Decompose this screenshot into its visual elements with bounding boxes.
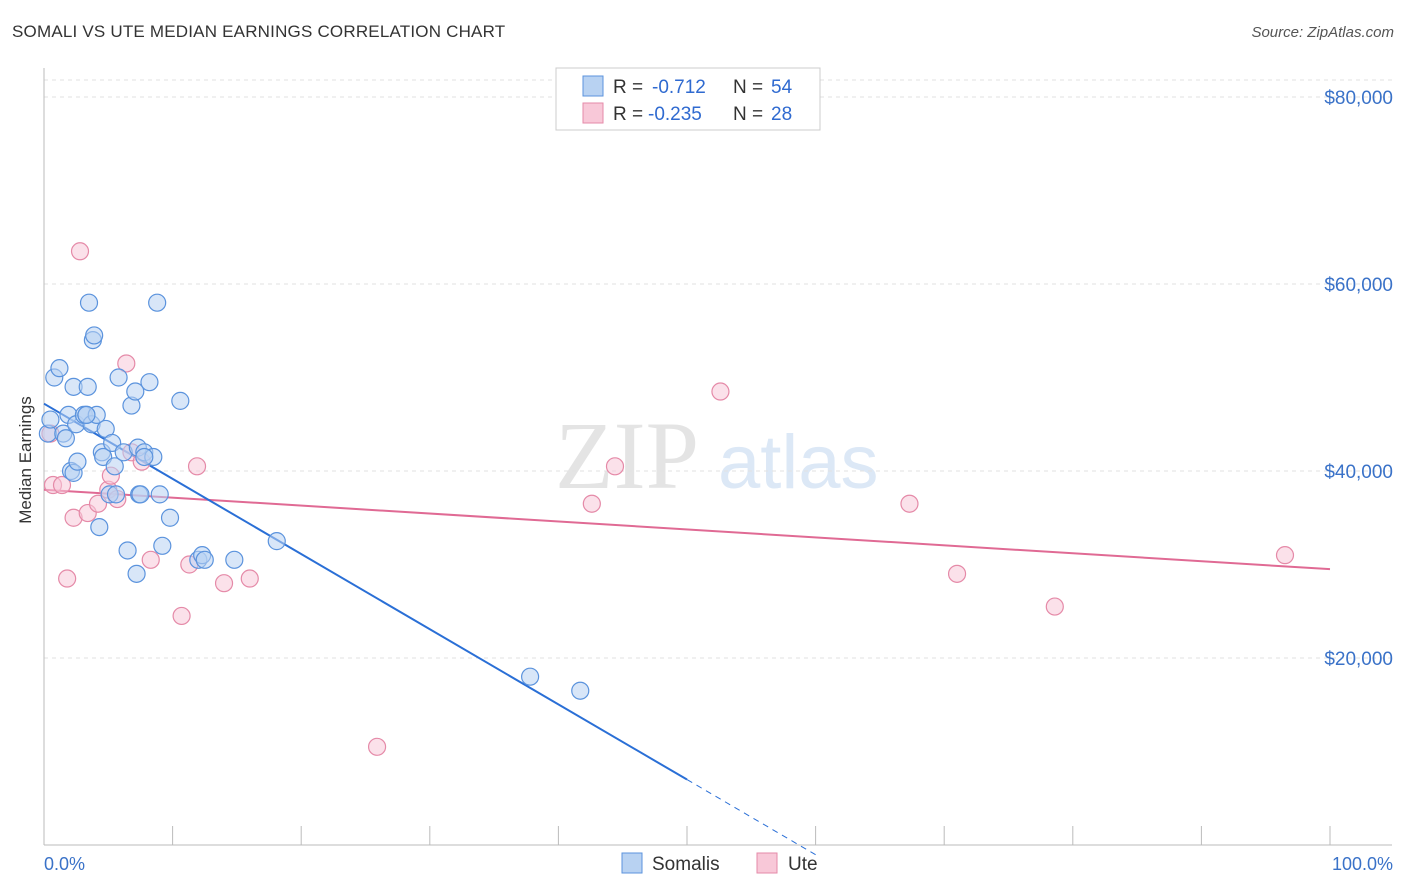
trend-line-ute [43,488,1331,571]
point-somalis-15 [79,293,99,312]
point-ute-14 [141,550,160,569]
stats-box: R = -0.712 N = 54 R = -0.235 N = 28 [555,67,821,131]
stats-r-value-somalis: -0.712 [652,77,706,98]
point-somalis-11 [68,452,87,471]
legend-swatch-ute[interactable] [756,852,778,874]
point-somalis-27 [106,485,126,504]
point-somalis-14 [78,377,97,396]
point-ute-20 [367,737,387,756]
point-ute-17 [187,457,207,476]
point-ute-11 [117,354,136,373]
point-somalis-32 [126,382,145,401]
point-somalis-42 [153,536,172,555]
point-somalis-40 [148,293,167,312]
point-ute-27 [1275,546,1295,565]
point-ute-15 [172,606,191,626]
point-somalis-48 [225,550,244,569]
point-ute-19 [240,569,259,588]
point-somalis-3 [50,359,69,378]
point-somalis-5 [56,429,75,448]
y-tick-label-2: $60,000 [1324,275,1393,296]
legend-swatch-somalis[interactable] [621,852,643,874]
stats-n-value-somalis: 54 [771,77,793,98]
x-tick-label-0: 0.0% [44,854,85,874]
legend: Somalis Ute [621,852,818,875]
point-somalis-30 [118,541,137,560]
point-ute-5 [70,242,90,261]
stats-n-label-ute: N = [733,104,763,125]
x-tick-label-1: 100.0% [1332,854,1393,874]
point-somalis-41 [150,485,169,504]
x-tick-labels: 0.0% 100.0% [44,854,1393,874]
stats-n-value-ute: 28 [771,104,792,125]
point-ute-26 [1045,597,1064,616]
y-tick-label-1: $40,000 [1324,462,1393,483]
y-tick-label-3: $80,000 [1324,88,1393,109]
point-somalis-20 [90,517,109,537]
point-ute-3 [58,569,77,588]
stats-n-label-somalis: N = [733,77,763,98]
point-ute-23 [711,382,730,401]
point-ute-21 [582,494,601,513]
stats-r-value-ute: -0.235 [648,104,702,125]
point-somalis-49 [267,532,286,551]
point-somalis-33 [127,564,146,583]
legend-label-somalis[interactable]: Somalis [652,854,720,875]
point-somalis-1 [41,410,60,429]
point-somalis-38 [140,373,159,392]
point-somalis-47 [195,550,214,569]
y-tick-label-0: $20,000 [1324,649,1393,670]
point-somalis-26 [105,457,124,476]
point-ute-22 [605,457,625,476]
source-label: Source: ZipAtlas.com [1251,24,1394,41]
point-ute-25 [947,564,967,583]
point-somalis-44 [171,391,190,410]
stats-swatch-somalis [582,75,604,97]
stats-swatch-ute [582,102,604,124]
point-somalis-28 [109,368,128,387]
legend-label-ute[interactable]: Ute [788,854,818,875]
trend-line-somalis [43,402,688,781]
trend-line-somalis-extension [686,779,816,856]
point-ute-2 [52,475,72,495]
point-somalis-36 [131,485,150,504]
watermark: ZIP atlas [555,402,879,509]
point-somalis-18 [85,326,104,345]
point-somalis-50 [521,667,540,686]
axes [43,68,1392,846]
data-points [38,242,1295,756]
watermark-atlas: atlas [718,420,879,505]
point-ute-24 [900,494,919,513]
point-somalis-52 [135,447,154,467]
watermark-zip: ZIP [555,402,699,509]
point-somalis-43 [160,508,180,527]
point-somalis-53 [77,405,96,424]
y-tick-labels: $20,000 $40,000 $60,000 $80,000 [1324,88,1393,670]
chart-title: SOMALI VS UTE MEDIAN EARNINGS CORRELATIO… [12,22,506,41]
trend-lines [43,402,1331,856]
stats-r-label-somalis: R = [613,77,643,98]
point-somalis-51 [571,681,590,700]
point-ute-18 [214,574,234,593]
stats-r-label-ute: R = [613,104,643,125]
